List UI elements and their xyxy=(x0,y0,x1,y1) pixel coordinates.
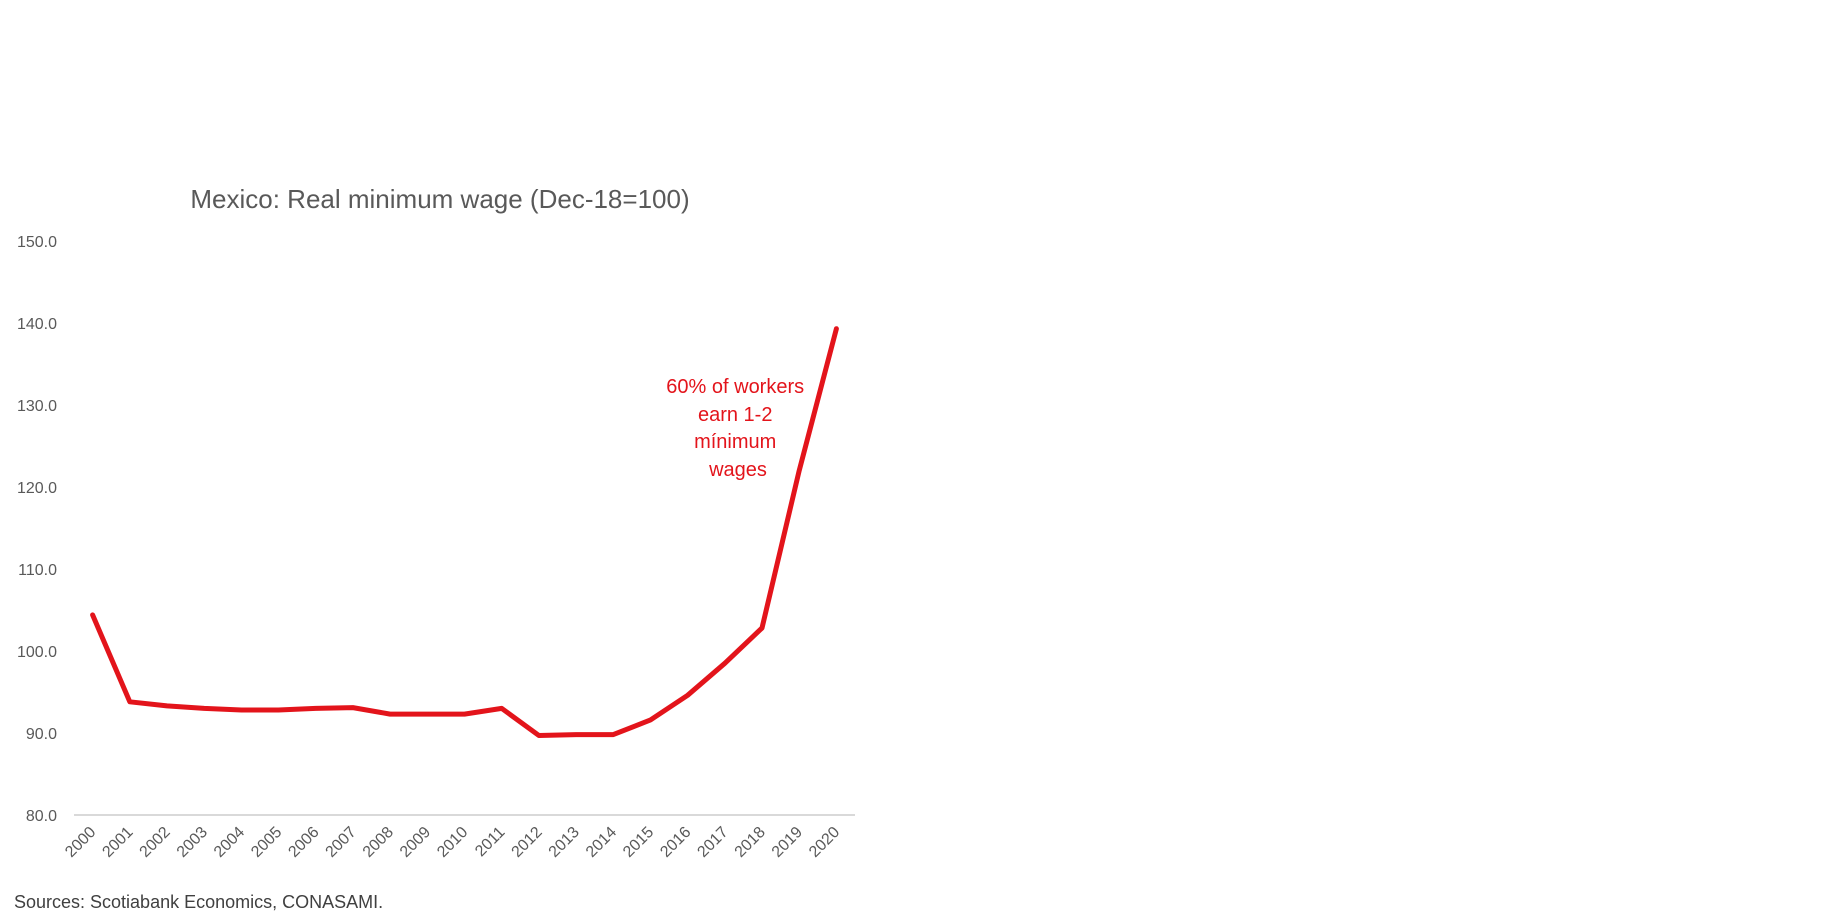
y-tick-label: 110.0 xyxy=(18,562,57,579)
data-point xyxy=(276,708,281,712)
data-point xyxy=(462,712,467,717)
y-tick-label: 130.0 xyxy=(17,398,57,415)
data-point xyxy=(127,699,132,704)
y-tick-label: 150.0 xyxy=(17,234,57,251)
data-point xyxy=(313,706,318,711)
data-point xyxy=(648,717,653,722)
data-point xyxy=(90,612,95,617)
data-point xyxy=(834,326,839,331)
y-tick-label: 140.0 xyxy=(17,316,57,333)
data-point xyxy=(350,705,355,710)
data-point xyxy=(722,661,727,666)
data-point xyxy=(499,706,504,711)
annotation-line-4: wages xyxy=(708,459,767,481)
data-point xyxy=(760,626,764,630)
y-tick-label: 120.0 xyxy=(17,480,57,497)
data-point xyxy=(611,732,616,737)
chart-title: Mexico: Real minimum wage (Dec-18=100) xyxy=(190,184,689,214)
y-axis-ticks: 80.0 90.0 100.0 110.0 120.0 130.0 140.0 150.0 xyxy=(17,234,57,825)
data-point xyxy=(388,712,393,717)
data-point xyxy=(165,703,169,708)
y-tick-label: 100.0 xyxy=(17,644,57,661)
source-note: Sources: Scotiabank Economics, CONASAMI. xyxy=(14,892,383,912)
y-tick-label: 80.0 xyxy=(26,808,57,825)
annotation-line-2: earn 1-2 xyxy=(698,404,773,426)
data-point xyxy=(797,468,802,473)
data-point xyxy=(574,732,579,737)
data-point xyxy=(202,706,207,711)
data-point xyxy=(536,733,541,738)
annotation-line-1: 60% of workers xyxy=(666,376,804,398)
data-point xyxy=(239,708,244,712)
data-point xyxy=(685,693,690,698)
data-point xyxy=(425,712,430,717)
annotation-line-3: mínimum xyxy=(694,431,776,453)
series-layer xyxy=(90,326,839,738)
annotation: 60% of workers earn 1-2 mínimum wages xyxy=(666,376,809,481)
y-tick-label: 90.0 xyxy=(26,726,57,743)
